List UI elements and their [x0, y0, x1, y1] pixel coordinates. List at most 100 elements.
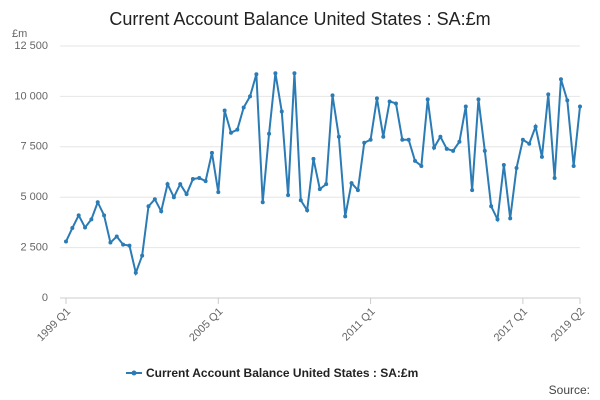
point — [381, 134, 386, 139]
x-tick-label: 2019 Q2 — [549, 306, 587, 344]
point — [279, 109, 284, 114]
point — [476, 97, 481, 102]
source: Source: — [549, 383, 590, 397]
x-tick-label: 2005 Q1 — [187, 306, 225, 344]
point — [457, 139, 462, 144]
point — [546, 92, 551, 97]
x-tick-label: 1999 Q1 — [35, 306, 73, 344]
x-tick-label: 2017 Q1 — [492, 306, 530, 344]
point — [425, 97, 430, 102]
point — [171, 195, 176, 200]
point — [241, 105, 246, 110]
point — [495, 217, 500, 222]
point — [406, 137, 411, 142]
point — [298, 198, 303, 203]
point — [209, 150, 214, 155]
point — [355, 188, 360, 193]
y-tick-label: 10 000 — [14, 90, 48, 102]
point — [133, 270, 138, 275]
point — [152, 197, 157, 202]
point — [267, 131, 272, 136]
point — [343, 214, 348, 219]
point — [413, 158, 418, 163]
point — [432, 145, 437, 150]
point — [70, 226, 75, 231]
point — [349, 181, 354, 186]
point — [216, 190, 221, 195]
point — [311, 156, 316, 161]
point — [184, 192, 189, 197]
point — [387, 99, 392, 104]
point — [565, 98, 570, 103]
point — [222, 108, 227, 113]
point — [235, 127, 240, 132]
point — [273, 71, 278, 76]
point — [482, 148, 487, 153]
series-line — [65, 73, 581, 277]
chart-title: Current Account Balance United States : … — [109, 9, 490, 29]
point — [362, 140, 367, 145]
point — [444, 146, 449, 151]
point — [552, 176, 557, 181]
point — [520, 137, 525, 142]
point — [317, 187, 322, 192]
point — [533, 124, 538, 129]
point — [451, 148, 456, 153]
point — [197, 176, 202, 181]
point — [539, 154, 544, 159]
point — [558, 77, 563, 82]
point — [470, 188, 475, 193]
point — [254, 72, 259, 77]
point — [83, 225, 88, 230]
point — [228, 130, 233, 135]
point — [489, 204, 494, 209]
point — [514, 165, 519, 170]
point — [374, 96, 379, 101]
point — [121, 242, 126, 247]
point — [578, 104, 582, 109]
point — [463, 104, 468, 109]
point — [527, 141, 532, 146]
point — [324, 182, 329, 187]
point — [102, 213, 107, 218]
point — [114, 234, 119, 239]
point — [330, 93, 335, 98]
point — [571, 163, 576, 168]
point — [178, 182, 183, 187]
point — [146, 204, 151, 209]
x-tick-label: 2011 Q1 — [340, 306, 378, 344]
legend-label: Current Account Balance United States : … — [146, 366, 418, 380]
point — [336, 134, 341, 139]
point — [438, 134, 443, 139]
point — [190, 177, 195, 182]
point — [95, 200, 100, 205]
point — [127, 243, 132, 248]
point — [393, 101, 398, 106]
y-unit-label: £m — [12, 28, 27, 40]
point — [248, 94, 253, 99]
point — [260, 200, 265, 205]
point — [165, 182, 170, 187]
point — [89, 217, 94, 222]
point — [64, 239, 68, 244]
point — [76, 213, 81, 218]
point — [203, 179, 208, 184]
point — [508, 216, 513, 221]
point — [108, 240, 113, 245]
legend-marker — [131, 370, 137, 376]
point — [159, 209, 164, 214]
y-tick-label: 2 500 — [20, 242, 48, 254]
y-tick-label: 0 — [42, 292, 48, 304]
point — [286, 193, 291, 198]
point — [140, 253, 145, 258]
point — [292, 71, 297, 76]
point — [400, 137, 405, 142]
point — [419, 163, 424, 168]
y-tick-label: 7 500 — [20, 141, 48, 153]
point — [501, 162, 506, 167]
y-tick-label: 5 000 — [20, 191, 48, 203]
point — [368, 137, 373, 142]
y-tick-label: 12 500 — [14, 40, 48, 52]
point — [305, 208, 310, 213]
